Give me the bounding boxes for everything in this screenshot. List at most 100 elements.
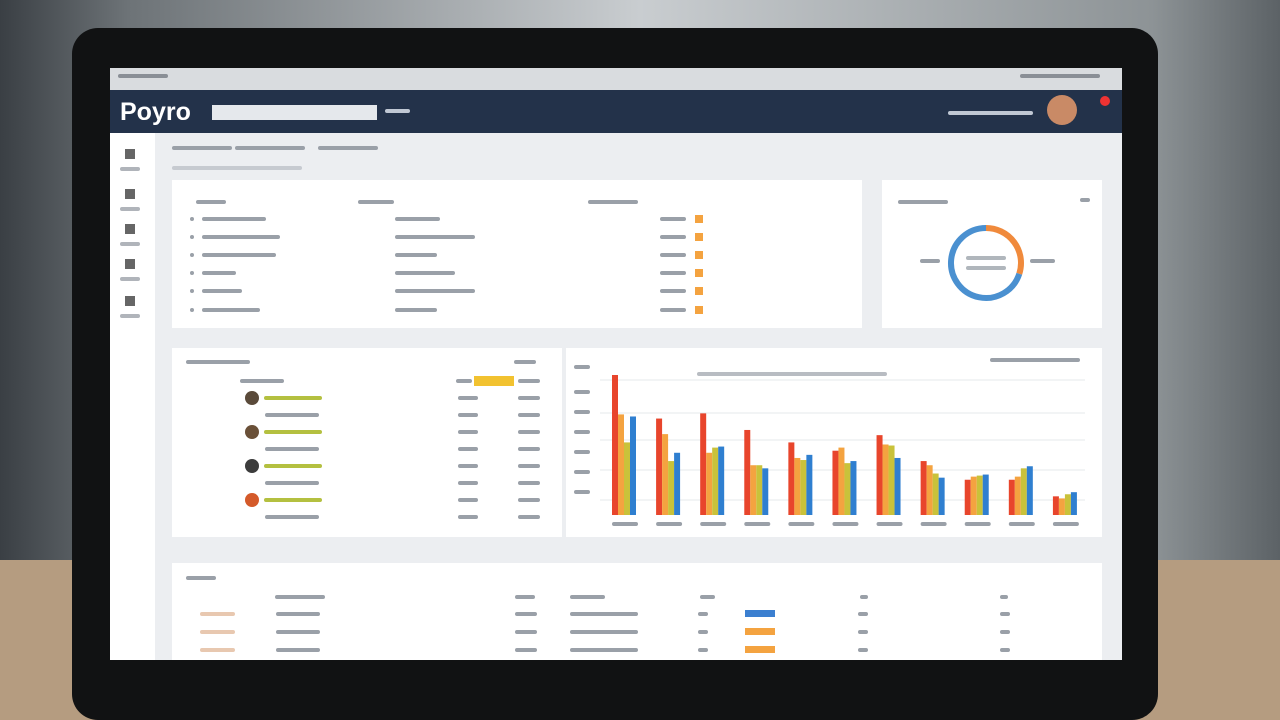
text-placeholder	[920, 259, 940, 263]
nav-icon[interactable]	[125, 296, 135, 306]
text-placeholder	[698, 648, 708, 652]
text-placeholder	[660, 217, 686, 221]
bar	[618, 414, 624, 515]
list-avatar	[245, 459, 259, 473]
text-placeholder	[574, 390, 590, 394]
table-card	[172, 563, 1102, 660]
bar	[932, 473, 939, 515]
text-placeholder	[265, 447, 319, 451]
text-placeholder	[190, 253, 194, 257]
text-placeholder	[395, 289, 475, 293]
list-avatar	[245, 391, 259, 405]
bar	[1064, 494, 1071, 515]
text-placeholder	[456, 379, 472, 383]
bar	[1052, 496, 1059, 515]
bar	[712, 447, 719, 515]
bar	[788, 442, 795, 515]
text-placeholder	[588, 200, 638, 204]
nav-icon[interactable]	[125, 149, 135, 159]
brand: Poyro	[120, 98, 191, 126]
text-placeholder	[612, 522, 638, 526]
text-placeholder	[276, 630, 320, 634]
text-placeholder	[1000, 648, 1010, 652]
text-placeholder	[964, 522, 991, 526]
bar	[800, 460, 807, 515]
text-placeholder	[1000, 612, 1010, 616]
text-placeholder	[202, 289, 242, 293]
text-placeholder	[190, 289, 194, 293]
text-placeholder	[518, 430, 540, 434]
bar	[1070, 492, 1077, 515]
text-placeholder	[1000, 595, 1008, 599]
bullet	[695, 251, 703, 259]
text-placeholder	[920, 522, 947, 526]
bar	[668, 461, 675, 515]
bullet	[695, 306, 703, 314]
text-placeholder	[202, 308, 260, 312]
text-placeholder	[264, 464, 322, 468]
bar	[674, 452, 681, 515]
text-placeholder	[858, 612, 868, 616]
text-placeholder	[1080, 198, 1090, 202]
bar	[612, 375, 618, 515]
bar	[832, 450, 839, 515]
text-placeholder	[120, 167, 140, 171]
text-placeholder	[570, 630, 638, 634]
text-placeholder	[700, 595, 715, 599]
bar	[970, 476, 977, 515]
progress-bar	[745, 610, 775, 617]
text-placeholder	[660, 308, 686, 312]
bar	[926, 465, 933, 515]
text-placeholder	[264, 498, 322, 502]
text-placeholder	[200, 648, 235, 652]
text-placeholder	[118, 74, 168, 78]
bar	[744, 429, 751, 515]
text-placeholder	[574, 365, 590, 369]
nav-icon[interactable]	[125, 259, 135, 269]
bar	[920, 461, 927, 515]
bar	[1058, 498, 1065, 515]
text-placeholder	[202, 253, 276, 257]
text-placeholder	[515, 612, 537, 616]
nav-icon[interactable]	[125, 224, 135, 234]
bar	[964, 479, 971, 515]
bar	[662, 434, 669, 515]
nav-icon[interactable]	[125, 189, 135, 199]
notification[interactable]	[1100, 96, 1110, 106]
text-placeholder	[186, 576, 216, 580]
text-placeholder	[574, 410, 590, 414]
text-placeholder	[574, 490, 590, 494]
text-placeholder	[458, 413, 478, 417]
bar	[850, 461, 857, 515]
text-placeholder	[265, 481, 319, 485]
bar	[1008, 479, 1015, 515]
text-placeholder	[275, 595, 325, 599]
text-placeholder	[898, 200, 948, 204]
text-placeholder	[120, 207, 140, 211]
bar	[1026, 466, 1033, 515]
bar	[976, 475, 983, 515]
text-placeholder	[518, 379, 540, 383]
text-placeholder	[202, 271, 236, 275]
bullet	[695, 287, 703, 295]
text-placeholder	[858, 648, 868, 652]
text-placeholder	[385, 109, 410, 113]
text-placeholder	[120, 242, 140, 246]
search-box[interactable]	[212, 105, 377, 120]
text-placeholder	[395, 253, 437, 257]
text-placeholder	[120, 314, 140, 318]
text-placeholder	[660, 271, 686, 275]
avatar[interactable]	[1047, 95, 1077, 125]
sidebar	[110, 133, 155, 660]
text-placeholder	[697, 372, 887, 376]
text-placeholder	[395, 308, 437, 312]
text-placeholder	[190, 308, 194, 312]
list-avatar	[245, 493, 259, 507]
bar	[876, 435, 883, 515]
donut-card	[882, 180, 1102, 328]
text-placeholder	[570, 595, 605, 599]
browser-bar	[110, 68, 1122, 90]
text-placeholder	[515, 648, 537, 652]
